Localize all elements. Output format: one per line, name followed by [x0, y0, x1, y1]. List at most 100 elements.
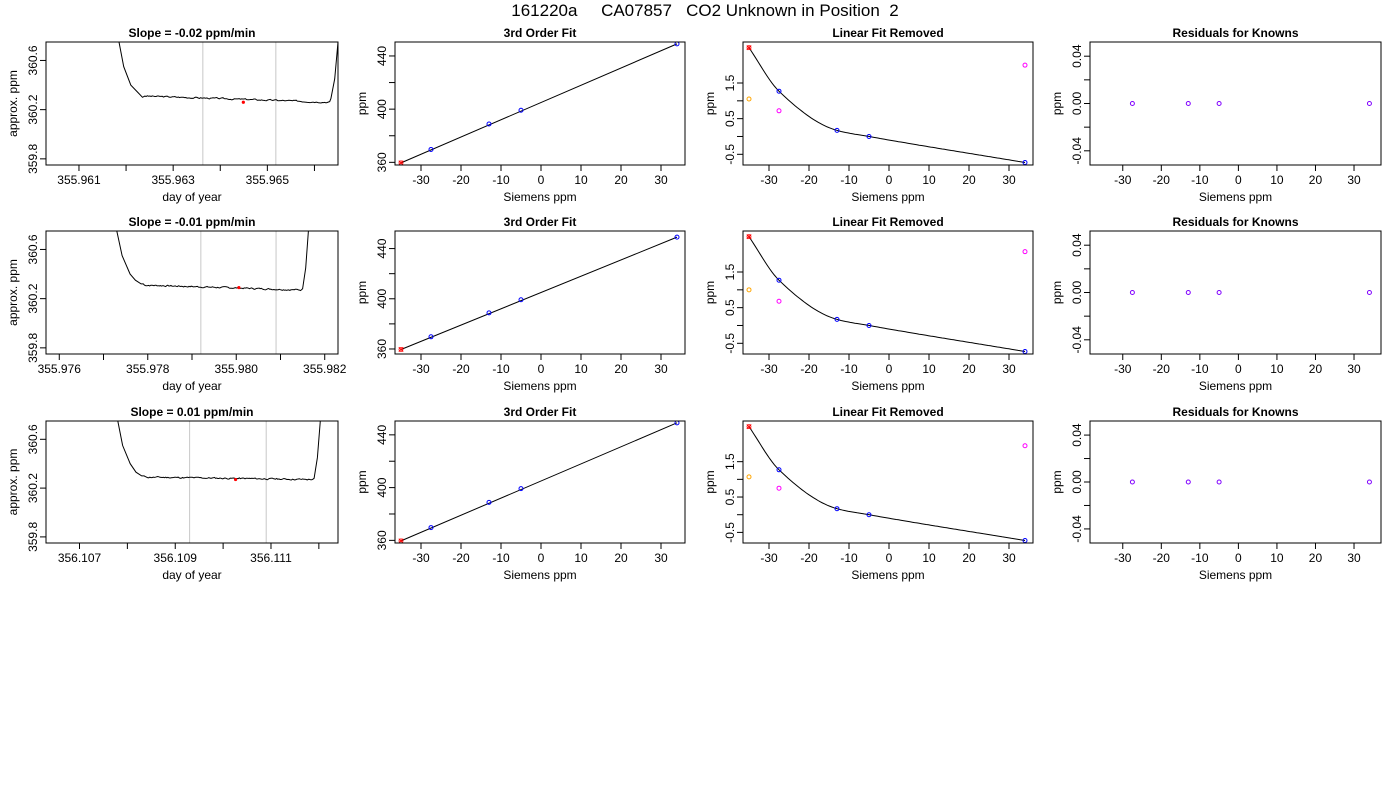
x-axis-label: Siemens ppm [1199, 190, 1272, 204]
x-tick-label: 10 [1270, 173, 1284, 187]
fit-curve [748, 47, 1026, 163]
data-point [486, 121, 492, 127]
data-point [834, 316, 840, 322]
x-tick-label: -20 [800, 362, 818, 376]
x-tick-label: 355.965 [246, 173, 290, 187]
data-point [1216, 479, 1222, 485]
y-tick-label: 359.8 [26, 144, 40, 174]
x-axis-label: Siemens ppm [1199, 568, 1272, 582]
panel-1-3: Linear Fit Removed Siemens ppm ppm -30 -20 -1… [703, 26, 1034, 204]
y-tick-label: -0.04 [1070, 326, 1084, 354]
data-point [866, 133, 872, 139]
x-tick-label: -30 [760, 362, 778, 376]
data-point [866, 512, 872, 518]
data-point-x [398, 346, 404, 353]
y-axis-label: ppm [703, 470, 717, 493]
y-tick-label: 0.04 [1070, 233, 1084, 257]
data-point [746, 287, 752, 293]
data-point-x [398, 538, 404, 543]
x-tick-label: -30 [412, 173, 430, 187]
y-axis-label: ppm [1050, 470, 1064, 493]
x-tick-label: 10 [574, 362, 588, 376]
x-tick-label: -30 [412, 362, 430, 376]
y-axis-label: approx. ppm [6, 259, 20, 326]
data-point [1129, 479, 1135, 485]
x-tick-label: -30 [412, 551, 430, 565]
data-point [674, 42, 680, 47]
y-axis-label: approx. ppm [6, 70, 20, 137]
fit-line [400, 43, 678, 164]
y-tick-label: 359.8 [26, 333, 40, 363]
plot-area [398, 421, 680, 543]
x-tick-label: 0 [886, 362, 893, 376]
y-axis-label: ppm [355, 281, 369, 304]
x-tick-label: 30 [654, 173, 668, 187]
y-tick-label: 360.6 [26, 424, 40, 454]
panel-title: Linear Fit Removed [832, 405, 943, 419]
y-axis-label: ppm [1050, 281, 1064, 304]
x-tick-label: 10 [1270, 551, 1284, 565]
x-tick-label: 10 [922, 551, 936, 565]
y-axis-label: ppm [703, 281, 717, 304]
plot-frame [1089, 230, 1382, 355]
x-tick-label: -20 [1153, 173, 1171, 187]
panel-3-4: Residuals for Knowns Siemens ppm ppm -30 -20… [1050, 405, 1382, 582]
x-tick-label: 0 [1235, 173, 1242, 187]
y-tick-label: 360.6 [26, 45, 40, 75]
plot-area [1129, 101, 1372, 106]
x-tick-label: -20 [452, 173, 470, 187]
plot-frame [742, 420, 1034, 544]
y-tick-label: 0.00 [1070, 280, 1084, 304]
data-point [776, 467, 782, 473]
x-tick-label: 20 [1309, 551, 1323, 565]
concentration-trace [117, 421, 321, 481]
data-point [1129, 101, 1135, 106]
x-tick-label: -30 [1114, 551, 1132, 565]
x-axis-label: Siemens ppm [851, 568, 924, 582]
x-tick-label: 30 [1347, 362, 1361, 376]
x-tick-label: -20 [1153, 362, 1171, 376]
panel-2-3: Linear Fit Removed Siemens ppm ppm -30 -20 -1… [703, 215, 1034, 393]
data-point [776, 298, 782, 304]
data-point [518, 107, 524, 113]
y-tick-label: 360.2 [26, 94, 40, 124]
x-tick-label: 20 [614, 173, 628, 187]
page-title: 161220a CA07857 CO2 Unknown in Position … [511, 1, 899, 20]
x-tick-label: -10 [840, 173, 858, 187]
x-tick-label: 0 [538, 173, 545, 187]
data-point [1129, 290, 1135, 295]
data-point [486, 310, 492, 316]
data-point-x-ring [746, 45, 752, 51]
plot-frame [394, 41, 686, 166]
plot-frame [742, 230, 1034, 355]
x-tick-label: 10 [1270, 362, 1284, 376]
data-point [674, 234, 680, 240]
mean-marker [237, 285, 241, 290]
panel-title: 3rd Order Fit [504, 405, 577, 419]
x-tick-label: -20 [800, 173, 818, 187]
panel-3-1: Slope = 0.01 ppm/min day of year approx. p… [6, 405, 339, 582]
panel-3-3: Linear Fit Removed Siemens ppm ppm -30 -20 -1… [703, 405, 1034, 582]
y-tick-label: 440 [375, 425, 389, 445]
plot-area [398, 234, 680, 353]
y-tick-label: 360.2 [26, 283, 40, 313]
y-tick-label: 1.5 [723, 453, 737, 470]
data-point [674, 421, 680, 426]
data-point [1216, 290, 1222, 295]
y-tick-label: 0.5 [723, 299, 737, 316]
concentration-trace [116, 231, 309, 292]
data-point [1366, 479, 1372, 485]
x-tick-label: 10 [922, 173, 936, 187]
data-point [428, 146, 434, 152]
plot-frame [45, 41, 339, 166]
y-tick-label: 360 [375, 530, 389, 550]
data-point-x [746, 45, 752, 51]
panel-title: Residuals for Knowns [1172, 405, 1298, 419]
y-tick-label: 400 [375, 99, 389, 119]
plot-area [746, 45, 1028, 165]
x-tick-label: 20 [614, 362, 628, 376]
y-tick-label: 0.04 [1070, 44, 1084, 68]
plot-area [1129, 479, 1372, 485]
y-tick-label: 360.6 [26, 234, 40, 264]
x-tick-label: -30 [1114, 362, 1132, 376]
